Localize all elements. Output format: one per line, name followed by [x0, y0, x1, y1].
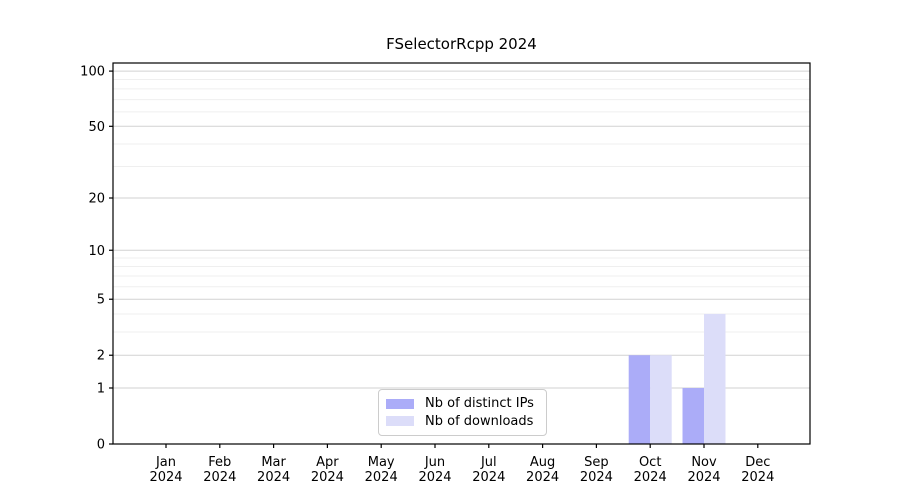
y-tick-label-2: 2 — [97, 349, 105, 364]
x-tick-label-apr: Apr 2024 — [311, 455, 344, 485]
x-tick-label-jun: Jun 2024 — [418, 455, 451, 485]
bar-nov-distinct-ips — [682, 387, 704, 444]
y-tick-label-10: 10 — [88, 244, 105, 259]
legend-label-distinct-ips: Nb of distinct IPs — [425, 396, 534, 412]
x-tick-label-may: May 2024 — [365, 455, 398, 485]
bar-oct-downloads — [650, 355, 672, 444]
x-tick-label-aug: Aug 2024 — [526, 455, 559, 485]
x-tick-label-feb: Feb 2024 — [203, 455, 236, 485]
x-tick-label-sep: Sep 2024 — [580, 455, 613, 485]
y-tick-label-50: 50 — [88, 120, 105, 135]
x-tick-label-oct: Oct 2024 — [634, 455, 667, 485]
x-tick-label-jan: Jan 2024 — [149, 455, 182, 485]
x-tick-label-dec: Dec 2024 — [741, 455, 774, 485]
legend-swatch-downloads — [386, 416, 414, 427]
legend-swatch-distinct-ips — [386, 398, 414, 409]
bar-oct-distinct-ips — [628, 355, 651, 444]
x-tick-label-jul: Jul 2024 — [472, 455, 505, 485]
legend-label-downloads: Nb of downloads — [425, 413, 534, 429]
y-tick-label-1: 1 — [97, 381, 105, 396]
x-tick-label-mar: Mar 2024 — [257, 455, 290, 485]
legend-item-downloads: Nb of downloads — [386, 413, 537, 430]
bar-nov-downloads — [704, 313, 726, 444]
chart-title: FSelectorRcpp 2024 — [386, 35, 537, 53]
y-tick-label-100: 100 — [80, 65, 105, 80]
y-tick-label-0: 0 — [97, 438, 105, 453]
legend: Nb of distinct IPs Nb of downloads — [378, 389, 547, 436]
plot-border — [112, 62, 811, 445]
y-tick-label-5: 5 — [97, 293, 105, 308]
x-tick-label-nov: Nov 2024 — [687, 455, 720, 485]
legend-item-distinct-ips: Nb of distinct IPs — [386, 395, 537, 412]
y-tick-label-20: 20 — [88, 192, 105, 207]
